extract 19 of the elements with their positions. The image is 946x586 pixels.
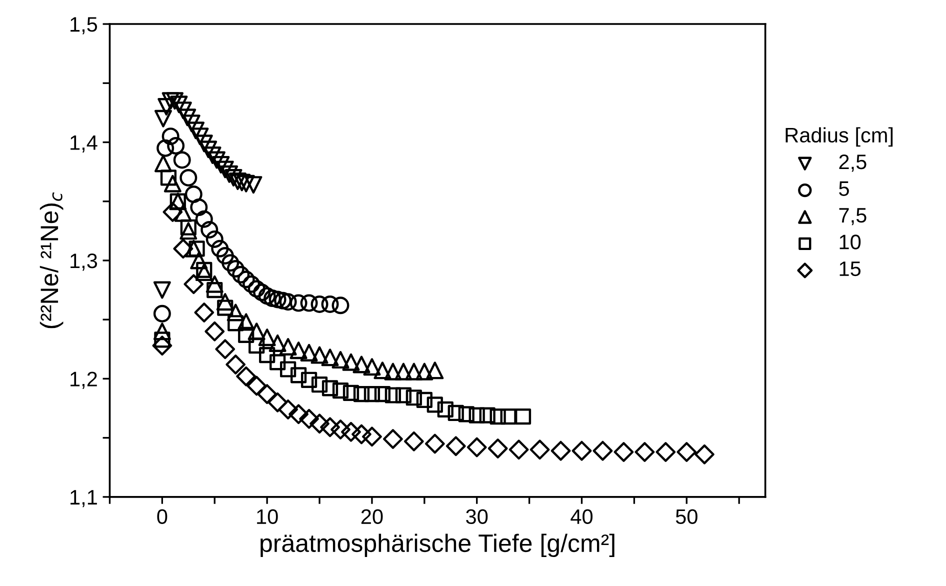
x-tick-label: 0 [157, 509, 168, 524]
legend-label: 15 [840, 262, 861, 276]
legend-label: 7,5 [839, 208, 866, 226]
x-tick-label: 10 [257, 509, 278, 524]
x-tick-label: 30 [466, 509, 488, 524]
y-tick-label: 1,4 [70, 135, 98, 152]
y-tick-label: 1,5 [70, 17, 98, 34]
y-tick-label: 1,1 [70, 490, 97, 508]
legend-label: 2,5 [839, 154, 866, 172]
y-tick-label: 1,3 [70, 253, 98, 271]
x-tick-label: 20 [361, 509, 383, 524]
y-axis-title: (²²Ne/ ²¹Ne)$_{c}$ [40, 192, 64, 328]
x-tick-label: 50 [676, 509, 698, 524]
legend-label: 5 [839, 181, 849, 196]
y-tick-label: 1,2 [70, 372, 97, 389]
legend-title: Radius [cm] [786, 127, 893, 147]
legend-label: 10 [840, 234, 861, 250]
x-tick-label: 40 [570, 509, 593, 524]
x-axis-title: präatmosphärische Tiefe [g/cm²] [260, 534, 614, 558]
